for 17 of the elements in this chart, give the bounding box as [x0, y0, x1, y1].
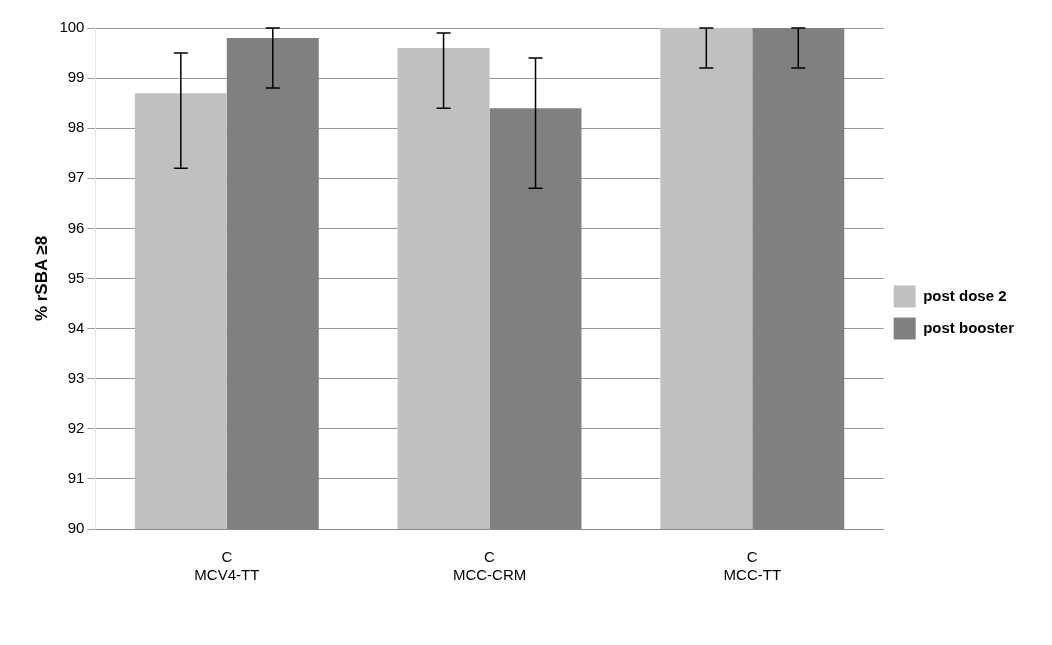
y-tick-label: 94 — [67, 318, 85, 336]
x-tick-label: C MCC-TT — [723, 548, 782, 584]
y-tick-label: 96 — [67, 218, 85, 236]
x-tick-label: C MCC-CRM — [452, 548, 527, 584]
y-tick-label: 93 — [67, 368, 85, 386]
y-tick-label: 90 — [67, 519, 85, 537]
y-tick-label: 95 — [67, 268, 85, 286]
y-tick-label: 100 — [59, 18, 85, 36]
legend-label: post booster — [923, 318, 1015, 336]
x-tick-label: C MCV4-TT — [194, 548, 260, 584]
y-tick-label: 99 — [67, 68, 85, 86]
legend-label: post dose 2 — [923, 286, 1007, 304]
y-tick-label: 98 — [67, 118, 85, 136]
y-tick-label: 92 — [67, 418, 85, 436]
y-tick-label: 91 — [67, 469, 85, 487]
y-tick-label: 97 — [67, 168, 85, 186]
y-axis-title: % rSBA ≥8 — [31, 235, 51, 322]
